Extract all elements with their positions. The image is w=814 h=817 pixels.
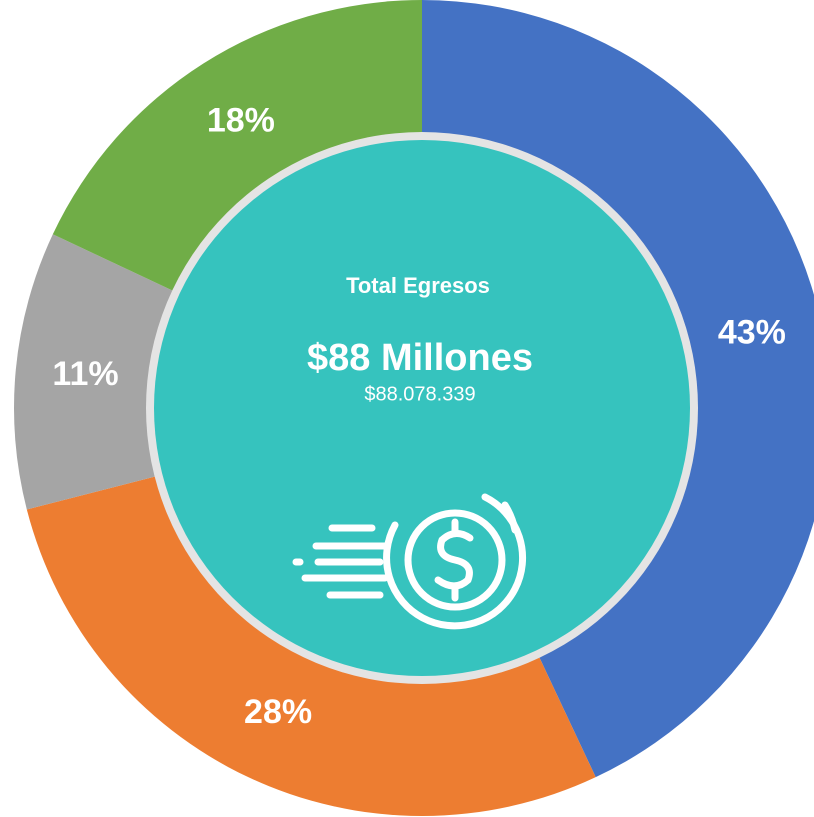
data-label: 28% <box>244 693 312 731</box>
money-icon <box>292 493 527 630</box>
center-value: $88 Millones <box>307 337 533 379</box>
data-label: 43% <box>718 313 786 351</box>
center-title: Total Egresos <box>346 273 490 298</box>
data-label: 11% <box>52 355 118 393</box>
center-circle <box>154 140 690 676</box>
center-subvalue: $88.078.339 <box>364 383 475 405</box>
data-label: 18% <box>207 102 275 140</box>
